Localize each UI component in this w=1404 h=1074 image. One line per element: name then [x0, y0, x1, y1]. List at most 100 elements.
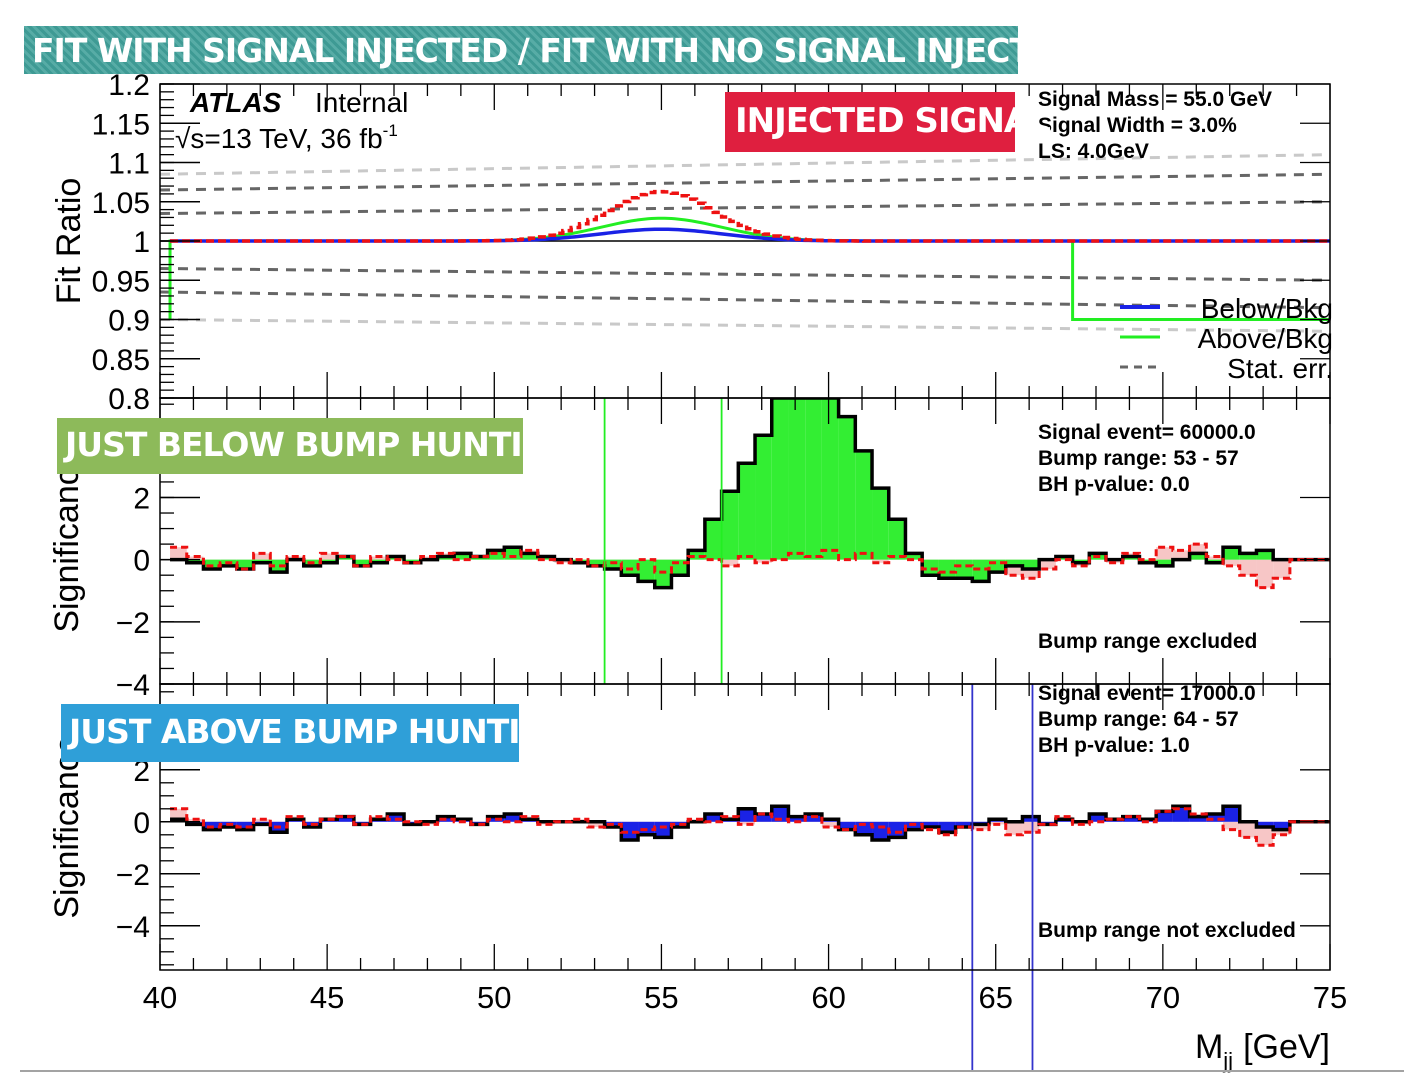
significance-bin [1156, 811, 1173, 822]
no-signal-bin [1256, 559, 1274, 588]
middle-info-line: BH p-value: 0.0 [1038, 473, 1190, 496]
significance-bin [922, 559, 939, 576]
x-tick-label: 55 [644, 980, 678, 1015]
no-signal-bin [1022, 821, 1040, 833]
no-signal-bin [170, 547, 187, 560]
significance-bin [721, 491, 739, 560]
significance-bin [704, 814, 722, 822]
significance-bin [838, 821, 856, 830]
middle-plot-area [170, 398, 1330, 684]
significance-bin [1189, 553, 1207, 560]
x-tick-label: 65 [978, 980, 1012, 1015]
signal-info-line: Signal Width = 3.0% [1038, 114, 1237, 137]
x-tick-label: 75 [1313, 980, 1347, 1015]
y-tick-label: −2 [116, 607, 150, 640]
signal-info-line: Signal Mass = 55.0 GeV [1038, 88, 1272, 111]
x-axis-unit: [GeV] [1243, 1028, 1330, 1066]
no-signal-bin [755, 559, 772, 563]
significance-bin [353, 559, 371, 566]
no-signal-bin [587, 821, 605, 827]
significance-bin [805, 398, 822, 560]
significance-bin [587, 559, 605, 566]
significance-bin [922, 821, 939, 827]
atlas-suffix: Internal [315, 87, 408, 118]
no-signal-bin [1005, 821, 1023, 835]
bottom-info-line: Signal event= 17000.0 [1038, 682, 1256, 705]
y-tick-label: 0 [133, 807, 150, 840]
significance-bin [955, 559, 973, 579]
x-axis-title: Mjj [GeV] [1195, 1028, 1330, 1073]
significance-bin [704, 519, 722, 560]
significance-bin [872, 488, 889, 560]
significance-bin [521, 553, 538, 560]
significance-bin [638, 559, 655, 582]
bottom-info-line: Bump range: 64 - 57 [1038, 708, 1239, 731]
y-tick-label: 1.1 [108, 148, 150, 181]
no-signal-bin [1039, 559, 1056, 569]
x-axis-sub: jj [1222, 1048, 1233, 1073]
significance-bin [236, 559, 254, 569]
injected-signal-banner: INJECTED SIGNAL [725, 92, 1051, 152]
significance-bin [504, 814, 522, 822]
no-signal-bin [1223, 821, 1240, 830]
significance-bin [905, 553, 923, 560]
significance-bin [504, 547, 522, 560]
series-injected [170, 189, 1330, 243]
significance-bin [938, 559, 956, 579]
stat-err-line [160, 318, 1330, 333]
x-tick-label: 70 [1146, 980, 1180, 1015]
significance-bin [1223, 806, 1240, 822]
significance-bin [771, 398, 789, 560]
stat-err-line [160, 153, 1330, 176]
significance-bin [1256, 821, 1274, 827]
energy-text: √s=13 TeV, 36 fb [175, 123, 383, 154]
significance-bin [888, 519, 906, 560]
no-signal-bin [1223, 559, 1240, 566]
significance-bin [604, 559, 622, 569]
significance-bin [454, 553, 471, 560]
title-banner: FIT WITH SIGNAL INJECTED / FIT WITH NO S… [24, 26, 1145, 74]
just-below-banner: JUST BELOW BUMP HUNTING [57, 418, 575, 474]
no-signal-bin [1206, 556, 1224, 560]
no-signal-bin [1239, 559, 1257, 576]
significance-bin [1206, 814, 1224, 822]
bottom-plot-area [170, 684, 1330, 970]
significance-bin [788, 398, 806, 560]
significance-bin [872, 821, 889, 840]
no-signal-bin [821, 821, 839, 827]
no-signal-bin [1172, 550, 1190, 560]
no-signal-outline [170, 807, 1307, 847]
significance-bin [1273, 821, 1290, 830]
y-tick-label: 2 [133, 755, 150, 788]
significance-bin [1022, 559, 1040, 569]
significance-bin [821, 398, 839, 560]
significance-bin [654, 559, 672, 588]
y-tick-label: 1.15 [92, 108, 150, 141]
legend-entry: Below/Bkg [1201, 293, 1333, 324]
just-above-banner: JUST ABOVE BUMP HUNTING [61, 704, 573, 762]
top-ylabel: Fit Ratio [50, 178, 88, 305]
middle-note: Bump range excluded [1038, 630, 1257, 653]
energy-lumi-label: √s=13 TeV, 36 fb-1 [175, 121, 398, 154]
no-signal-bin [721, 559, 739, 566]
significance-bin [621, 821, 639, 840]
y-tick-label: 0.8 [108, 383, 150, 416]
no-signal-bin [1273, 559, 1290, 579]
significance-bin [1239, 553, 1257, 560]
significance-bin [738, 808, 756, 822]
significance-bin [938, 821, 956, 833]
no-signal-bin [186, 556, 204, 560]
no-signal-bin [1239, 821, 1257, 838]
middle-ylabel: Significance [48, 449, 86, 632]
series-below-bkg [170, 227, 1330, 243]
y-tick-label: −4 [116, 669, 150, 702]
x-axis-var: M [1195, 1028, 1223, 1066]
significance-bin [621, 559, 639, 576]
bottom-info-line: BH p-value: 1.0 [1038, 734, 1190, 757]
middle-info-line: Bump range: 53 - 57 [1038, 447, 1239, 470]
significance-bin [1005, 559, 1023, 566]
significance-bin [1156, 559, 1173, 566]
bottom-ylabel: Significance [48, 735, 86, 918]
no-signal-bin [320, 553, 338, 560]
